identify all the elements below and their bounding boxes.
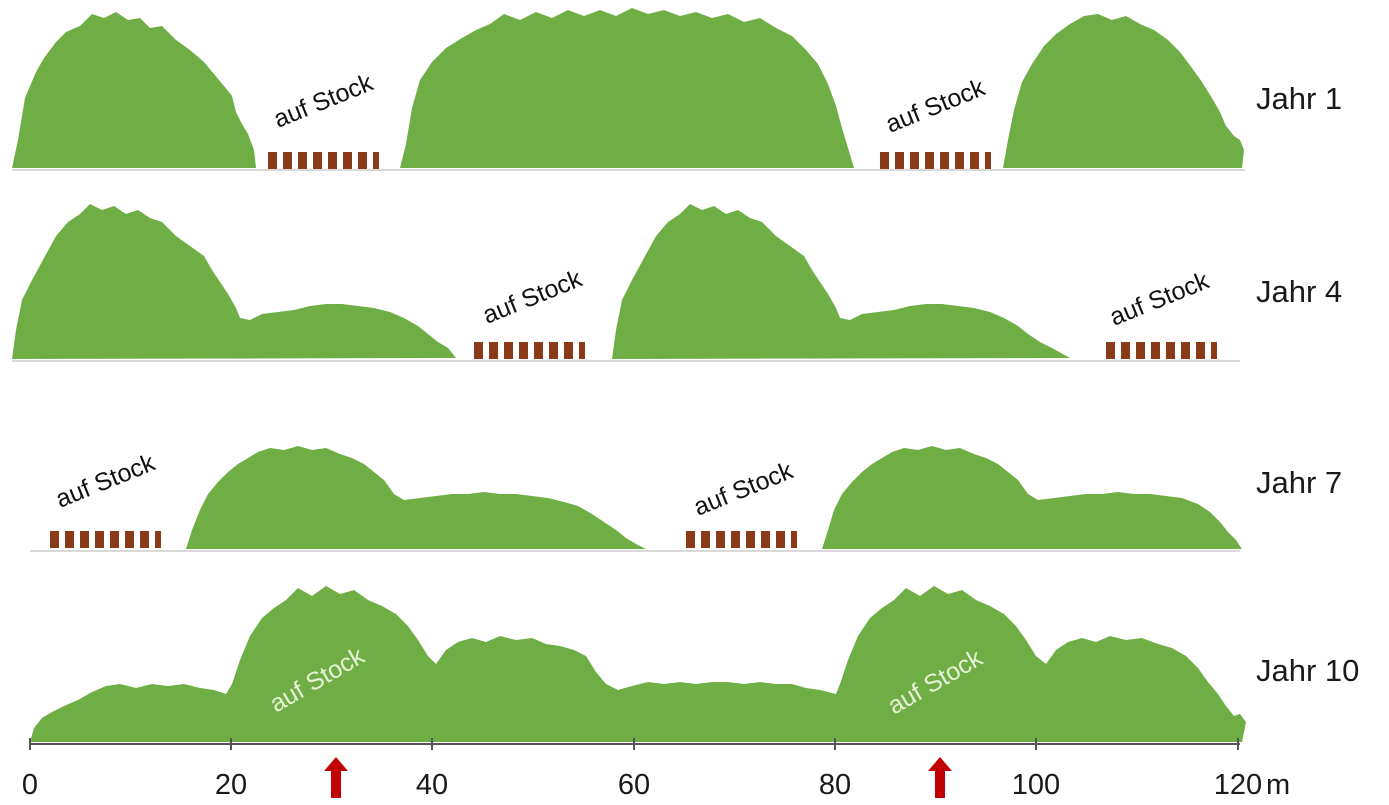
- stump: [761, 531, 770, 548]
- stump: [125, 531, 134, 548]
- stump: [1166, 342, 1175, 359]
- auf-stock-label: auf Stock: [479, 264, 587, 329]
- stump: [579, 342, 585, 359]
- tick-label: 0: [22, 769, 38, 801]
- row-jahr-4: auf Stock auf Stock Jahr 4: [12, 204, 1342, 362]
- hedge-mass: [822, 446, 1242, 549]
- year-label: Jahr 7: [1256, 465, 1342, 500]
- stump-row: [686, 531, 797, 548]
- hedge-mass: [186, 446, 646, 549]
- stump: [716, 531, 725, 548]
- stump: [1151, 342, 1160, 359]
- stump: [910, 152, 919, 169]
- stump: [880, 152, 889, 169]
- year-label: Jahr 1: [1256, 81, 1342, 116]
- stump: [489, 342, 498, 359]
- tick-label: 100: [1012, 769, 1060, 801]
- stump: [1121, 342, 1130, 359]
- auf-stock-label: auf Stock: [52, 448, 160, 513]
- stump: [731, 531, 740, 548]
- stump: [313, 152, 322, 169]
- tick-label: 80: [819, 769, 851, 801]
- stump: [940, 152, 949, 169]
- stump: [1181, 342, 1190, 359]
- stump: [1196, 342, 1205, 359]
- stump: [564, 342, 573, 359]
- stump: [504, 342, 513, 359]
- stump: [155, 531, 161, 548]
- stump: [1211, 342, 1217, 359]
- auf-stock-label: auf Stock: [882, 73, 990, 138]
- stump: [110, 531, 119, 548]
- stump: [65, 531, 74, 548]
- stump: [746, 531, 755, 548]
- tick-label: 20: [215, 769, 247, 801]
- unit-label: m: [1266, 769, 1290, 801]
- tick-label: 60: [618, 769, 650, 801]
- auf-stock-label: auf Stock: [690, 456, 798, 521]
- stump: [701, 531, 710, 548]
- stump: [776, 531, 785, 548]
- hedge-mass: [1003, 14, 1244, 168]
- stump-row: [474, 342, 585, 359]
- tick-label: 120: [1214, 769, 1262, 801]
- stump: [140, 531, 149, 548]
- stump-row: [50, 531, 161, 548]
- stump: [80, 531, 89, 548]
- stump: [1136, 342, 1145, 359]
- hedge-mass: [612, 204, 1070, 359]
- year-label: Jahr 4: [1256, 274, 1342, 309]
- hedge-mass: [400, 8, 854, 168]
- stump: [268, 152, 277, 169]
- year-label: Jahr 10: [1256, 653, 1359, 688]
- stump: [298, 152, 307, 169]
- stump: [519, 342, 528, 359]
- stump: [925, 152, 934, 169]
- stump: [686, 531, 695, 548]
- stump: [95, 531, 104, 548]
- row-jahr-1: auf Stock auf Stock Jahr 1: [12, 8, 1342, 171]
- stump: [970, 152, 979, 169]
- stump: [791, 531, 797, 548]
- stump-row: [268, 152, 379, 169]
- stump-row: [880, 152, 991, 169]
- stump: [50, 531, 59, 548]
- row-jahr-7: auf Stock auf Stock Jahr 7: [30, 446, 1342, 552]
- row-jahr-10: auf Stock auf Stock Jahr 10: [30, 586, 1359, 742]
- stump: [474, 342, 483, 359]
- cut-position-arrow-icon: [928, 757, 952, 798]
- hedge-mass: [12, 204, 456, 359]
- auf-stock-label: auf Stock: [270, 68, 378, 133]
- cut-position-arrow-icon: [324, 757, 348, 798]
- distance-axis: 0 20 40 60 80 100 120 m: [22, 738, 1290, 801]
- stump: [373, 152, 379, 169]
- tick-label: 40: [416, 769, 448, 801]
- stump: [549, 342, 558, 359]
- stump: [985, 152, 991, 169]
- hedge-mass: [30, 586, 1246, 742]
- stump: [358, 152, 367, 169]
- auf-stock-label: auf Stock: [1106, 266, 1214, 331]
- hedge-mass: [12, 12, 256, 168]
- stump: [1106, 342, 1115, 359]
- stump: [343, 152, 352, 169]
- stump: [895, 152, 904, 169]
- stump: [534, 342, 543, 359]
- stump: [328, 152, 337, 169]
- stump: [283, 152, 292, 169]
- stump: [955, 152, 964, 169]
- stump-row: [1106, 342, 1217, 359]
